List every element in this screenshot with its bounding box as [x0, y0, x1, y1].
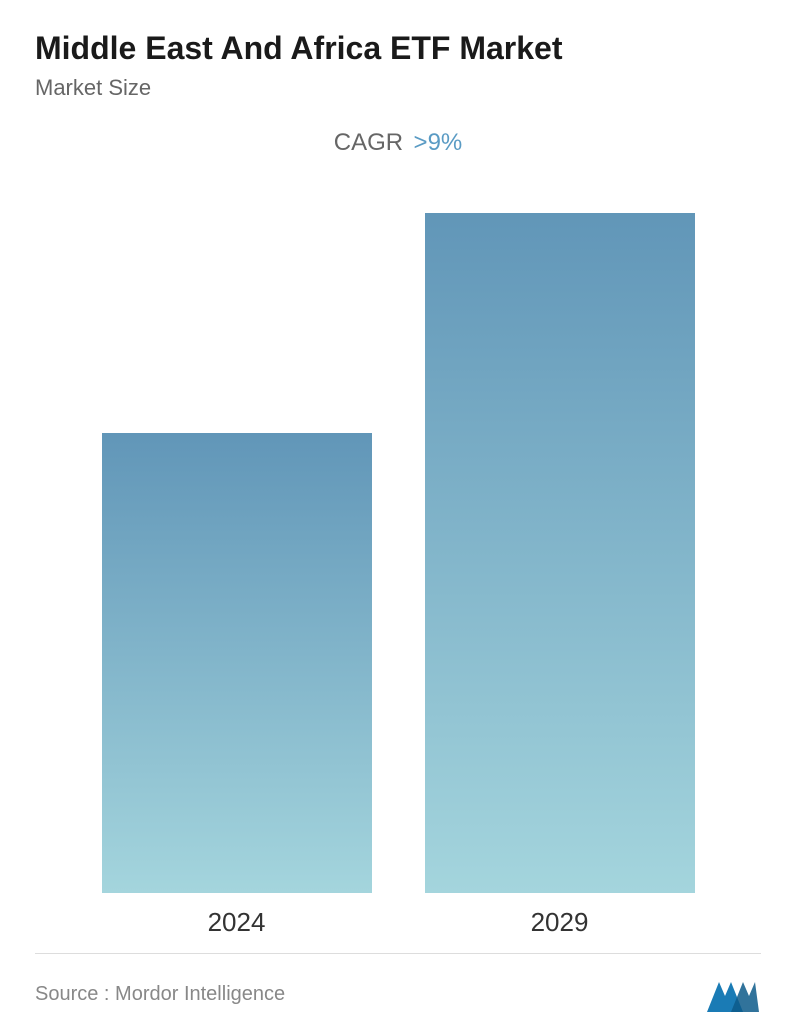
cagr-value: >9%	[414, 129, 463, 156]
bar-1	[425, 213, 695, 893]
bar-label-0: 2024	[208, 907, 266, 938]
source-text: Source : Mordor Intelligence	[35, 983, 285, 1006]
bar-group-1: 2029	[425, 213, 695, 893]
page-title: Middle East And Africa ETF Market	[35, 30, 761, 67]
cagr-label: CAGR	[334, 129, 403, 156]
bar-label-1: 2029	[531, 907, 589, 938]
cagr-row: CAGR >9%	[35, 129, 761, 157]
page-subtitle: Market Size	[35, 75, 761, 101]
bar-0	[102, 433, 372, 893]
footer: Source : Mordor Intelligence	[35, 959, 761, 1014]
chart-container: Middle East And Africa ETF Market Market…	[0, 0, 796, 1034]
bar-chart-area: 2024 2029	[35, 167, 761, 954]
bar-group-0: 2024	[102, 433, 372, 893]
mordor-logo-icon	[705, 974, 761, 1014]
